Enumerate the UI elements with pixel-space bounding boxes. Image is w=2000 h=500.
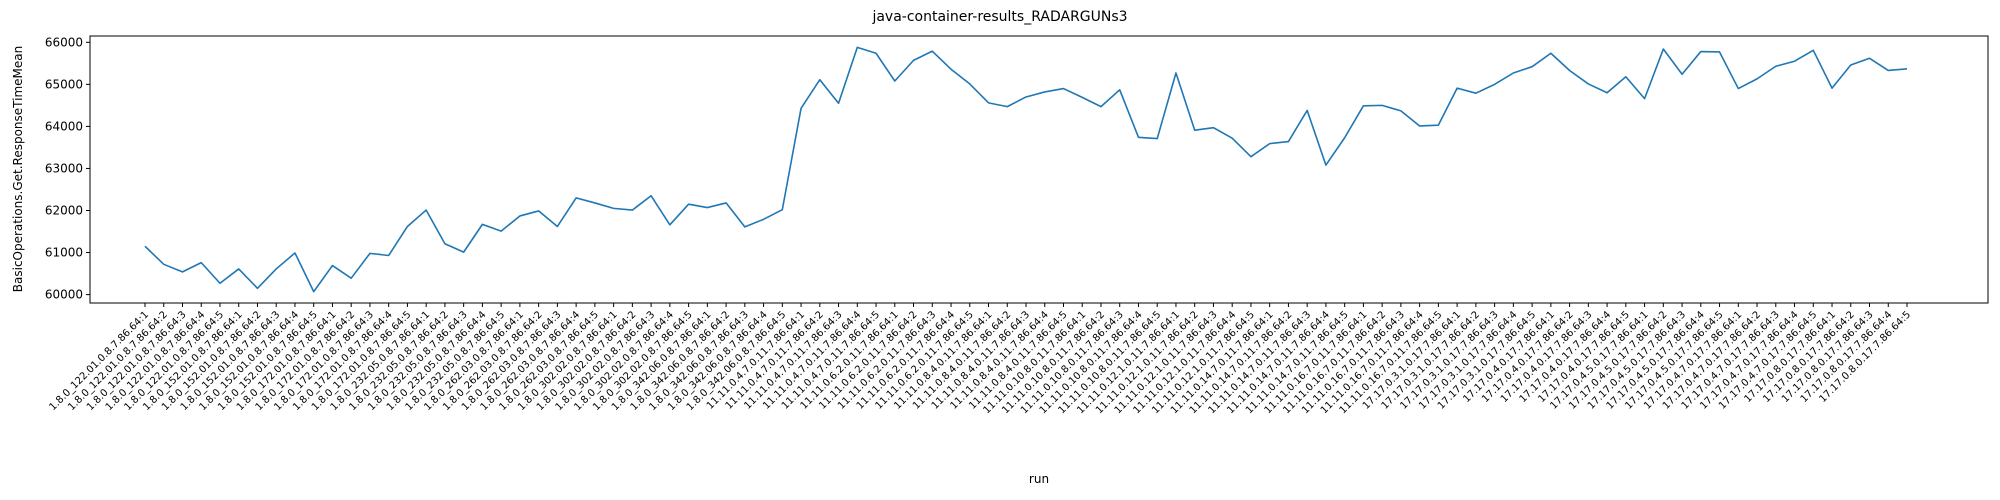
x-axis-label: run: [1029, 472, 1049, 486]
y-axis: 60000 61000 62000 63000 64000 65000 66000: [45, 35, 90, 302]
y-tick-label: 64000: [45, 119, 83, 133]
y-tick-label: 66000: [45, 35, 83, 49]
plot-frame: [89, 35, 1989, 304]
y-tick-label: 61000: [45, 246, 83, 260]
y-tick-label: 62000: [45, 203, 83, 217]
y-axis-label: BasicOperations.Get.ResponseTimeMean: [11, 46, 25, 292]
chart-title: java-container-results_RADARGUNs3: [871, 9, 1127, 25]
y-tick-label: 63000: [45, 161, 83, 175]
series-line: [144, 46, 1908, 293]
x-axis: 1.8.0_122.01.0.8.7.86.64:11.8.0_122.01.0…: [47, 303, 1913, 416]
y-tick-label: 60000: [45, 288, 83, 302]
y-tick-label: 65000: [45, 77, 83, 91]
